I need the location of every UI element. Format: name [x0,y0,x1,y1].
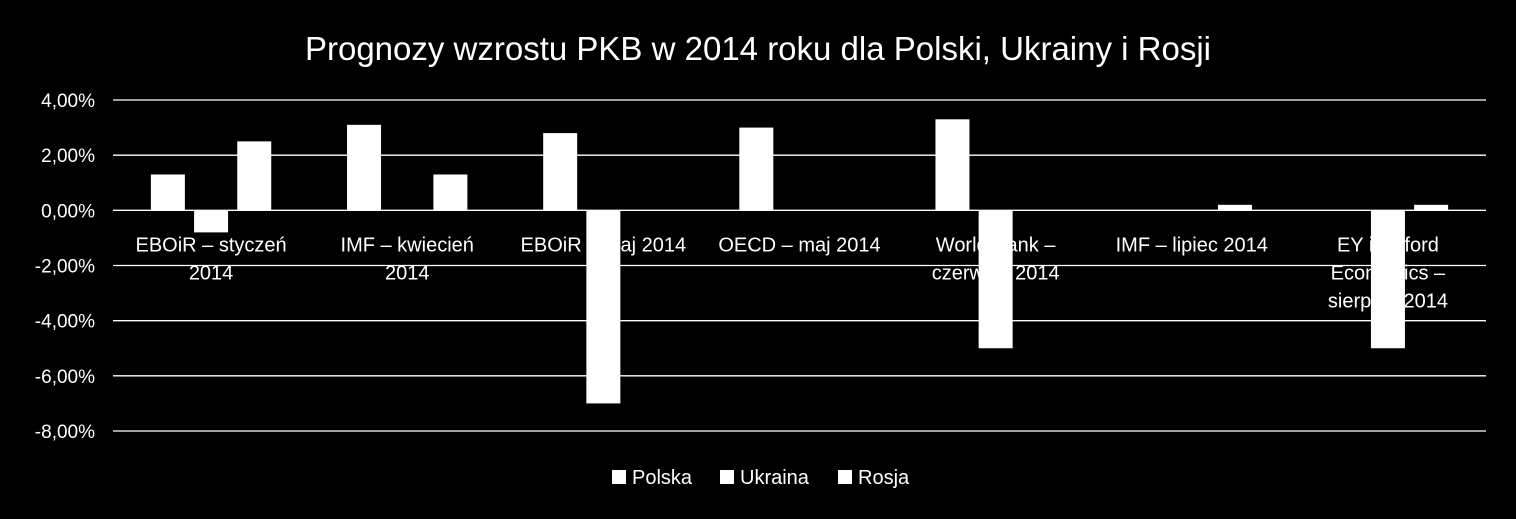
bar-rosja [237,141,272,211]
category-label: EBOiR – styczeń 2014 [135,234,286,284]
bar-polska [543,133,578,211]
legend-swatch-rosja [838,470,852,484]
y-tick-label: -4,00% [35,312,95,333]
bar-rosja [433,174,468,211]
chart-title: Prognozy wzrostu PKB w 2014 roku dla Pol… [305,30,1211,67]
legend-label-rosja: Rosja [858,467,910,489]
bar-rosja [1414,204,1449,211]
legend-label-polska: Polska [632,467,693,489]
category-label: IMF – kwiecień 2014 [341,234,474,284]
legend-swatch-polska [612,470,626,484]
y-tick-label: -2,00% [35,257,95,278]
y-axis: 4,00% 2,00% 0,00% -2,00% -4,00% -6,00% -8,00% [35,91,95,443]
gridlines [113,99,1486,432]
bar-rosja [1217,204,1252,211]
y-tick-label: 4,00% [41,91,95,112]
bar-polska [150,174,185,211]
legend-swatch-ukraina [720,470,734,484]
bars [150,119,1449,404]
bar-polska [935,119,970,211]
y-tick-label: 2,00% [41,146,95,167]
y-tick-label: -8,00% [35,422,95,443]
category-label: OECD – maj 2014 [718,234,880,256]
legend-label-ukraina: Ukraina [740,467,810,489]
bar-ukraina [1370,210,1405,349]
bar-polska [347,124,382,211]
y-tick-label: -6,00% [35,367,95,388]
legend: Polska Ukraina Rosja [612,467,910,489]
y-tick-label: 0,00% [41,201,95,222]
category-label: IMF – lipiec 2014 [1116,234,1268,256]
bar-ukraina [586,210,621,404]
bar-ukraina [194,210,229,233]
bar-polska [739,127,774,211]
bar-ukraina [978,210,1013,349]
